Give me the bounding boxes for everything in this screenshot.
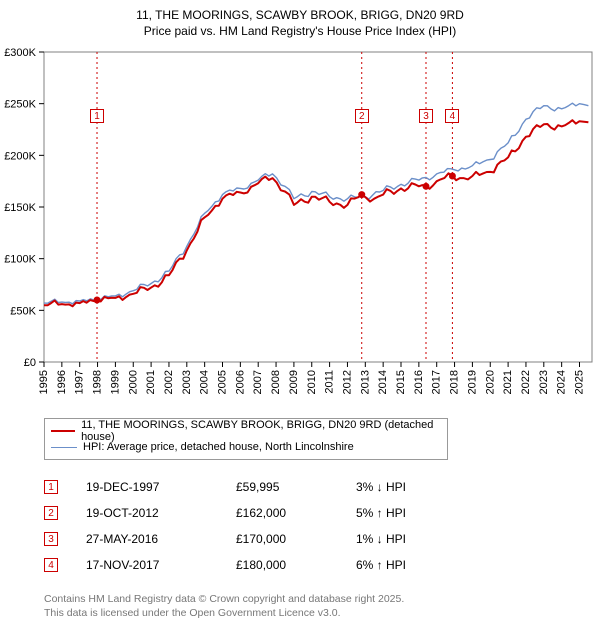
sale-price: £180,000 <box>236 558 356 572</box>
legend-label: HPI: Average price, detached house, Nort… <box>83 441 354 453</box>
footer-attribution: Contains HM Land Registry data © Crown c… <box>44 592 600 620</box>
sale-diff: 5% ↑ HPI <box>356 506 476 520</box>
x-tick-label: 2022 <box>520 370 532 394</box>
chart-sale-marker-2: 2 <box>355 109 369 123</box>
x-tick-label: 2011 <box>324 370 336 394</box>
x-tick-label: 2005 <box>217 370 229 394</box>
sale-marker: 2 <box>44 506 58 520</box>
chart-sale-marker-1: 1 <box>90 109 104 123</box>
x-tick-label: 2025 <box>574 370 586 394</box>
sale-row: 1 19-DEC-1997£59,9953% ↓ HPI <box>44 474 600 500</box>
x-tick-label: 2008 <box>270 370 282 394</box>
y-tick-label: £250K <box>4 99 36 111</box>
sale-marker: 4 <box>44 558 58 572</box>
y-tick-label: £150K <box>4 202 36 214</box>
x-tick-label: 2012 <box>341 370 353 394</box>
x-tick-label: 2001 <box>145 370 157 394</box>
x-tick-label: 2015 <box>395 370 407 394</box>
sale-diff: 6% ↑ HPI <box>356 558 476 572</box>
x-tick-label: 2004 <box>199 370 211 394</box>
x-tick-label: 1999 <box>109 370 121 394</box>
chart-title-line1: 11, THE MOORINGS, SCAWBY BROOK, BRIGG, D… <box>0 0 600 24</box>
legend-label: 11, THE MOORINGS, SCAWBY BROOK, BRIGG, D… <box>81 419 441 443</box>
sale-date: 19-DEC-1997 <box>86 480 236 494</box>
sale-price: £170,000 <box>236 532 356 546</box>
x-tick-label: 1998 <box>92 370 104 394</box>
x-tick-label: 2017 <box>431 370 443 394</box>
legend-swatch <box>51 447 77 448</box>
x-tick-label: 2003 <box>181 370 193 394</box>
legend-item: 11, THE MOORINGS, SCAWBY BROOK, BRIGG, D… <box>51 423 441 439</box>
sales-table: 119-DEC-1997£59,9953% ↓ HPI219-OCT-2012£… <box>44 474 600 578</box>
legend: 11, THE MOORINGS, SCAWBY BROOK, BRIGG, D… <box>44 418 448 460</box>
sale-diff: 3% ↓ HPI <box>356 480 476 494</box>
x-tick-label: 2002 <box>163 370 175 394</box>
x-tick-label: 1995 <box>38 370 50 394</box>
x-tick-label: 2014 <box>377 370 389 394</box>
x-tick-label: 2006 <box>234 370 246 394</box>
x-tick-label: 2016 <box>413 370 425 394</box>
footer-line1: Contains HM Land Registry data © Crown c… <box>44 592 600 606</box>
x-tick-label: 1996 <box>56 370 68 394</box>
sale-date: 17-NOV-2017 <box>86 558 236 572</box>
x-tick-label: 2000 <box>127 370 139 394</box>
chart-sale-marker-4: 4 <box>445 109 459 123</box>
x-tick-label: 2018 <box>449 370 461 394</box>
x-tick-label: 2013 <box>359 370 371 394</box>
x-tick-label: 2009 <box>288 370 300 394</box>
chart-title-line2: Price paid vs. HM Land Registry's House … <box>0 24 600 44</box>
sale-date: 27-MAY-2016 <box>86 532 236 546</box>
x-tick-label: 2021 <box>502 370 514 394</box>
sale-marker: 1 <box>44 480 58 494</box>
footer-line2: This data is licensed under the Open Gov… <box>44 606 600 620</box>
line-chart-svg: £0 £50K £100K £150K £200K £250K £300K 1995 1996 1… <box>0 44 600 412</box>
y-tick-label: £200K <box>4 150 36 162</box>
y-tick-label: £300K <box>4 47 36 59</box>
chart-area: £0 £50K £100K £150K £200K £250K £300K 1995 1996 1… <box>0 44 600 412</box>
sale-row: 4 17-NOV-2017£180,0006% ↑ HPI <box>44 552 600 578</box>
x-tick-label: 1997 <box>74 370 86 394</box>
sale-row: 2 19-OCT-2012£162,0005% ↑ HPI <box>44 500 600 526</box>
sale-row: 3 27-MAY-2016£170,0001% ↓ HPI <box>44 526 600 552</box>
x-tick-label: 2023 <box>538 370 550 394</box>
series-hpi <box>44 103 588 304</box>
x-tick-label: 2019 <box>466 370 478 394</box>
sale-marker: 3 <box>44 532 58 546</box>
x-tick-label: 2007 <box>252 370 264 394</box>
chart-sale-marker-3: 3 <box>419 109 433 123</box>
series-property <box>44 120 588 306</box>
y-tick-label: £0 <box>24 357 36 369</box>
x-tick-label: 2010 <box>306 370 318 394</box>
y-tick-label: £100K <box>4 254 36 266</box>
sale-price: £162,000 <box>236 506 356 520</box>
legend-swatch <box>51 430 75 432</box>
sale-diff: 1% ↓ HPI <box>356 532 476 546</box>
x-tick-label: 2024 <box>556 370 568 394</box>
sale-date: 19-OCT-2012 <box>86 506 236 520</box>
y-tick-label: £50K <box>10 305 36 317</box>
x-tick-label: 2020 <box>484 370 496 394</box>
sale-price: £59,995 <box>236 480 356 494</box>
